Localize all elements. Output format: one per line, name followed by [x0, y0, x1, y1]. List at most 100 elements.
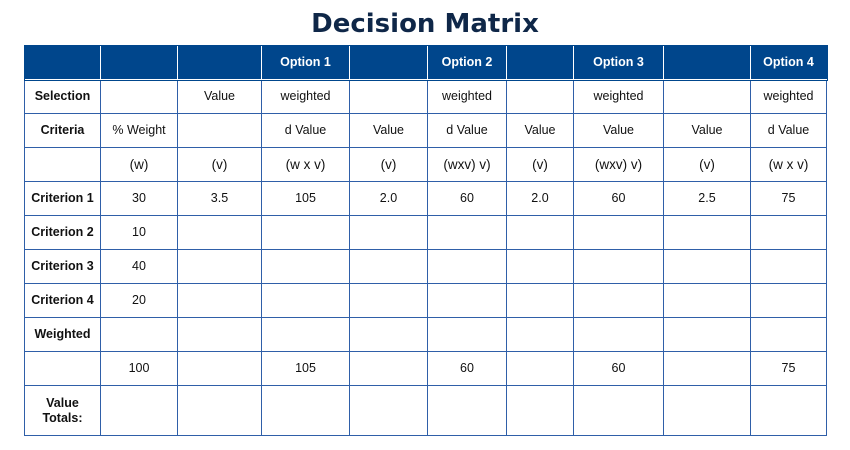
table-cell	[349, 317, 428, 352]
table-row: Criterion 3 40	[24, 249, 827, 284]
table-cell: 10	[100, 215, 178, 250]
table-cell	[506, 79, 574, 114]
table-cell: Value	[506, 113, 574, 148]
table-cell	[427, 249, 507, 284]
table-cell: d Value	[427, 113, 507, 148]
table-cell	[261, 385, 350, 436]
table-cell: 75	[750, 351, 827, 386]
table-cell: 30	[100, 181, 178, 216]
table-cell	[177, 249, 262, 284]
table-cell	[427, 215, 507, 250]
table-cell: 40	[100, 249, 178, 284]
table-cell: 60	[427, 181, 507, 216]
table-cell	[750, 215, 827, 250]
header-cell	[100, 45, 178, 80]
table-cell: Value	[573, 113, 664, 148]
table-cell: Value	[349, 113, 428, 148]
table-cell	[663, 385, 751, 436]
table-cell: d Value	[261, 113, 350, 148]
table-row: Criterion 1 30 3.5 105 2.0 60 2.0 60 2.5 75	[24, 181, 827, 216]
table-cell	[261, 317, 350, 352]
table-cell: 105	[261, 351, 350, 386]
row-label-cell	[24, 351, 101, 386]
table-cell: (wxv) v)	[573, 147, 664, 182]
table-cell	[573, 385, 664, 436]
table-cell: Value	[663, 113, 751, 148]
table-cell	[261, 215, 350, 250]
table-cell: weighted	[261, 79, 350, 114]
table-cell: (v)	[506, 147, 574, 182]
table-cell	[506, 249, 574, 284]
table-cell	[750, 385, 827, 436]
table-cell	[573, 215, 664, 250]
table-cell	[427, 317, 507, 352]
header-cell	[506, 45, 574, 80]
table-cell: 105	[261, 181, 350, 216]
row-label-cell: Weighted	[24, 317, 101, 352]
table-cell: 75	[750, 181, 827, 216]
table-cell	[100, 385, 178, 436]
table-row: Criterion 4 20	[24, 283, 827, 318]
table-row: Value Totals:	[24, 385, 827, 436]
table-cell	[663, 79, 751, 114]
table-cell	[261, 249, 350, 284]
table-row: 100 105 60 60 75	[24, 351, 827, 386]
header-cell	[349, 45, 428, 80]
table-cell	[349, 385, 428, 436]
table-cell: 2.0	[506, 181, 574, 216]
table-cell	[261, 283, 350, 318]
row-label-cell	[24, 147, 101, 182]
table-cell	[177, 317, 262, 352]
row-label-cell: Criterion 4	[24, 283, 101, 318]
table-cell	[349, 249, 428, 284]
page-title: Decision Matrix	[311, 9, 539, 39]
table-cell: 2.0	[349, 181, 428, 216]
row-label-cell: Criteria	[24, 113, 101, 148]
table-cell	[663, 249, 751, 284]
table-cell	[750, 249, 827, 284]
row-label-cell: Criterion 3	[24, 249, 101, 284]
table-cell	[750, 283, 827, 318]
table-cell: 60	[573, 181, 664, 216]
table-cell	[573, 317, 664, 352]
row-label-cell: Value Totals:	[24, 385, 101, 436]
table-cell: weighted	[427, 79, 507, 114]
row-label-cell: Criterion 2	[24, 215, 101, 250]
table-cell	[663, 215, 751, 250]
table-cell	[177, 283, 262, 318]
table-cell: (v)	[349, 147, 428, 182]
table-cell: (v)	[663, 147, 751, 182]
table-cell	[177, 113, 262, 148]
table-cell	[349, 351, 428, 386]
table-row: Weighted	[24, 317, 827, 352]
table-cell: (w x v)	[261, 147, 350, 182]
table-cell: 100	[100, 351, 178, 386]
table-cell: Value	[177, 79, 262, 114]
row-label-cell: Selection	[24, 79, 101, 114]
table-cell	[573, 249, 664, 284]
table-cell: (v)	[177, 147, 262, 182]
table-cell	[506, 317, 574, 352]
header-cell: Option 4	[750, 45, 827, 80]
decision-matrix-table: Option 1 Option 2 Option 3 Option 4 Selectio…	[23, 44, 828, 436]
table-cell	[427, 283, 507, 318]
table-cell	[177, 215, 262, 250]
table-row: (w) (v) (w x v) (v) (wxv) v) (v) (wxv) v) (v) (w…	[24, 147, 827, 182]
table-cell	[177, 385, 262, 436]
table-cell: % Weight	[100, 113, 178, 148]
table-cell	[573, 283, 664, 318]
table-cell: 3.5	[177, 181, 262, 216]
table-cell	[100, 79, 178, 114]
table-cell: 60	[573, 351, 664, 386]
table-cell	[663, 317, 751, 352]
table-cell	[349, 79, 428, 114]
table-cell	[349, 283, 428, 318]
table-cell	[177, 351, 262, 386]
table-cell: 2.5	[663, 181, 751, 216]
table-cell	[506, 283, 574, 318]
table-cell	[506, 351, 574, 386]
header-cell	[177, 45, 262, 80]
header-row: Option 1 Option 2 Option 3 Option 4	[23, 44, 828, 81]
table-cell: (w)	[100, 147, 178, 182]
table-cell	[663, 351, 751, 386]
